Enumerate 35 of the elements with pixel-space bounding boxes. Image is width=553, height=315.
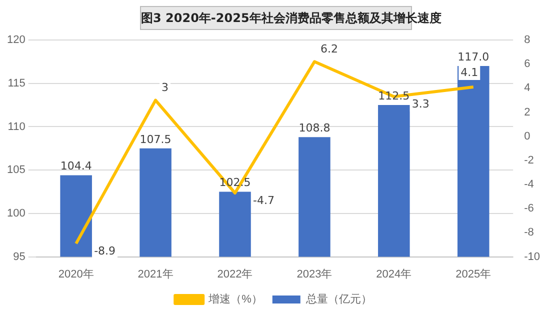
y-tick-label: 105 <box>6 164 26 176</box>
y2-tick-label: 8 <box>524 34 530 46</box>
y-tick-label: 110 <box>8 120 26 133</box>
y2-tick-label: -8 <box>524 226 534 239</box>
data-label: 108.8 <box>298 121 330 134</box>
y2-tick-label: -4 <box>524 178 534 191</box>
data-label: 3.3 <box>412 97 430 110</box>
y-tick-label: 120 <box>6 34 26 46</box>
legend-label: 总量（亿元） <box>304 292 372 306</box>
y2-tick-label: -10 <box>524 250 540 263</box>
x-tick-label: 2023年 <box>296 268 332 280</box>
chart-title: 图3 2020年-2025年社会消费品零售总额及其增长速度 <box>140 10 442 27</box>
data-label: 107.5 <box>140 132 172 146</box>
data-label: 104.4 <box>60 160 92 173</box>
y2-tick-label: 0 <box>524 130 530 142</box>
x-tick-label: 2025年 <box>456 268 492 280</box>
data-label: -8.9 <box>94 244 116 258</box>
data-label: 4.1 <box>460 66 478 79</box>
y2-tick-label: -2 <box>524 154 534 166</box>
y-tick-label: 115 <box>8 77 26 90</box>
x-tick-label: 2022年 <box>217 268 253 280</box>
data-label: -4.7 <box>252 194 274 207</box>
x-tick-label: 2020年 <box>58 268 94 280</box>
y2-tick-label: 4 <box>524 82 530 94</box>
x-tick-label: 2021年 <box>138 268 174 280</box>
legend-label: 增速（%） <box>208 292 262 306</box>
data-label: 6.2 <box>320 42 338 56</box>
y-tick-label: 95 <box>13 250 26 263</box>
x-tick-label: 2024年 <box>376 268 412 280</box>
y2-tick-label: 6 <box>524 58 530 70</box>
y2-tick-label: 2 <box>524 106 530 118</box>
y-tick-label: 100 <box>6 207 26 220</box>
data-label: 3 <box>162 81 169 94</box>
y2-tick-label: -6 <box>524 202 534 215</box>
data-label: 117.0 <box>458 50 490 64</box>
